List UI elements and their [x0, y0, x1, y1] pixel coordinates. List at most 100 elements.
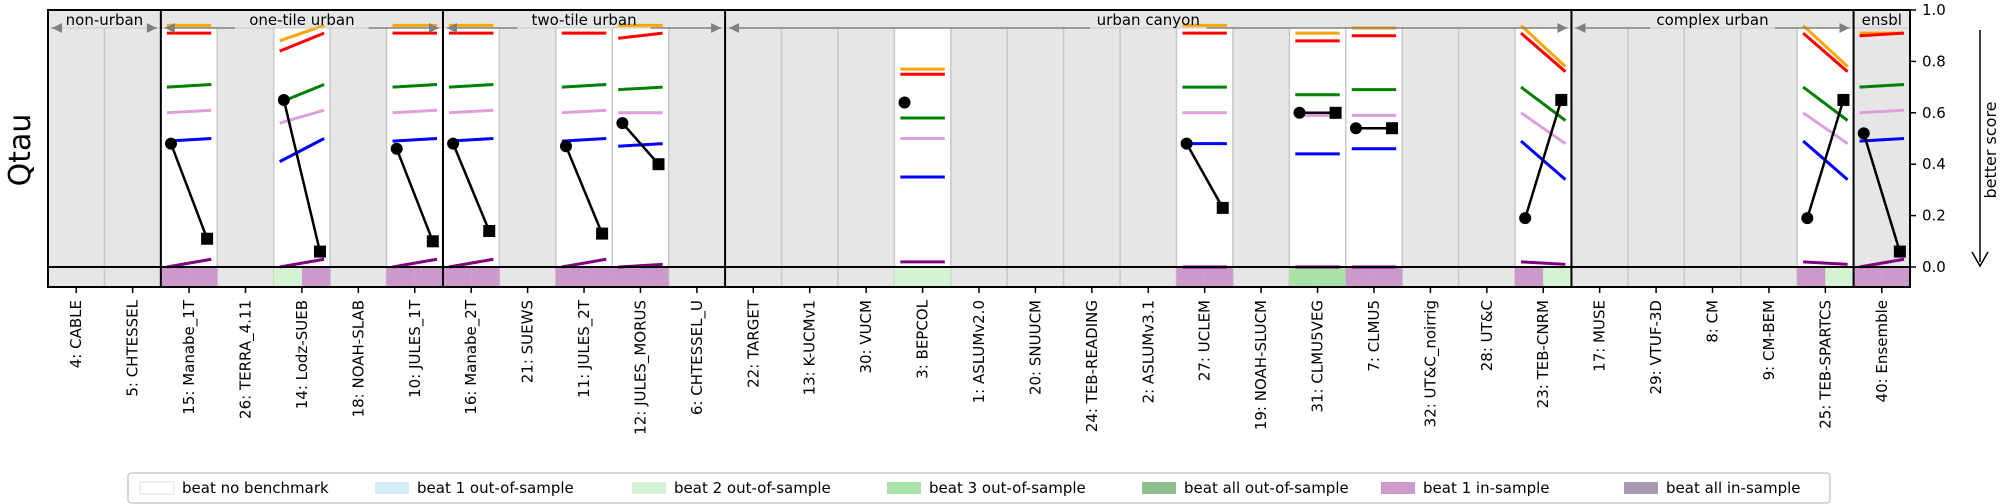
labels: non-urban one-tile urban two-tile urban urb… [3, 1, 2000, 435]
group-arrowhead [146, 23, 157, 33]
x-tick-label: 22: TARGET [744, 299, 762, 388]
better-score-label: better score [1981, 101, 2000, 198]
out-sample-point [426, 235, 439, 248]
benchmark-line-pink [279, 108, 325, 125]
group-label: two-tile urban [531, 11, 636, 29]
benchmark-line-purple [1859, 257, 1905, 269]
data-connector [1862, 132, 1902, 252]
x-tick-label: 17: MUSE [1591, 300, 1609, 372]
bottom-strip [1515, 267, 1544, 287]
in-sample-point [447, 137, 460, 150]
legend-swatch [1142, 482, 1176, 494]
group-label: ensbl [1862, 11, 1902, 29]
legend-label: beat 1 out-of-sample [417, 479, 574, 497]
bottom-strip [189, 267, 218, 287]
legend-swatch [375, 482, 409, 494]
benchmark-line-red [1802, 31, 1849, 73]
x-tick-label: 8: CM [1704, 300, 1722, 343]
y-tick-label: 0.4 [1922, 155, 1946, 173]
bottom-strip [301, 267, 331, 287]
plot-background [48, 10, 1910, 287]
bottom-strip [160, 267, 190, 287]
legend-swatch [887, 482, 921, 494]
data-connector [395, 148, 434, 242]
data-connector [1523, 99, 1563, 219]
bottom-strip [1543, 267, 1572, 287]
x-tick-label: 25: TEB-SPARTCS [1816, 300, 1834, 429]
x-tick-label: 13: K-UCMv1 [801, 300, 819, 395]
plot-area [47, 9, 1911, 288]
x-tick-label: 30: VUCM [857, 300, 875, 374]
x-tick-label: 28: UT&C [1478, 300, 1496, 371]
in-sample-point [165, 137, 178, 150]
y-tick-label: 0.6 [1922, 104, 1946, 122]
in-sample-point [559, 140, 572, 153]
x-tick-label: 24: TEB-READING [1083, 300, 1101, 432]
group-arrowhead [711, 23, 722, 33]
benchmark-line-blue [392, 137, 438, 143]
benchmark-line-red [1520, 31, 1567, 73]
x-tick-label: 40: Ensemble [1873, 300, 1891, 402]
benchmark-line-red [279, 31, 325, 53]
white-column [273, 28, 331, 267]
legend-label: beat 3 out-of-sample [929, 479, 1086, 497]
data-connector [1185, 143, 1224, 209]
group-label: complex urban [1656, 11, 1768, 29]
in-sample-point [1293, 106, 1306, 119]
x-tick-label: 27: UCLEM [1196, 300, 1214, 381]
y-tick-label: 0.0 [1922, 258, 1946, 276]
legend-swatch [1381, 482, 1415, 494]
x-tick-label: 6: CHTESSEL_U [688, 300, 707, 415]
benchmark-line-pink [166, 108, 212, 115]
benchmark-line-red [1859, 31, 1905, 38]
in-sample-point [390, 142, 403, 155]
bottom-strip [894, 267, 923, 287]
in-sample-point [1801, 212, 1814, 225]
x-tick-label: 20: SNUUCM [1026, 300, 1044, 395]
benchmark-line-green [448, 83, 494, 89]
group-arrowhead [52, 23, 62, 33]
legend-box [127, 472, 1831, 504]
x-tick-label: 5: CHTESSEL [124, 299, 142, 396]
y-tick-label: 0.8 [1922, 52, 1946, 70]
benchmark-line-green [561, 83, 607, 89]
bottom-strip [1289, 267, 1318, 287]
bottom-strip [584, 267, 613, 287]
group-label: non-urban [66, 11, 144, 29]
group-arrowhead [1839, 23, 1850, 33]
x-tick-label: 31: CLMU5VEG [1309, 300, 1327, 413]
x-tick-label: 3: BEPCOL [914, 299, 932, 378]
bottom-strip [555, 267, 585, 287]
bottom-strip [1345, 267, 1374, 287]
bottom-strip [442, 267, 472, 287]
data-connector [169, 143, 209, 240]
legend-label: beat no benchmark [182, 479, 329, 497]
benchmark-line-green [1859, 83, 1905, 89]
group-arrowhead [1557, 23, 1568, 33]
benchmark-line-green [392, 83, 438, 89]
group-arrowhead [1575, 23, 1586, 33]
axes [75, 9, 1989, 293]
bottom-strip [1176, 267, 1205, 287]
better-score-arrowhead [1971, 251, 1989, 268]
benchmark-line-pink [1859, 108, 1905, 115]
benchmark-line-purple [1803, 260, 1848, 266]
x-tick-label: 26: TERRA_4.11 [236, 300, 255, 419]
out-sample-point [1386, 122, 1399, 135]
x-tick-label: 23: TEB-CNRM [1534, 300, 1552, 408]
out-sample-point [1216, 201, 1229, 214]
bottom-strip [1881, 267, 1910, 287]
benchmark-line-pink [1520, 111, 1567, 145]
out-sample-point [313, 245, 326, 258]
bottom-strip [1797, 267, 1826, 287]
x-tick-label: 12: JULES_MORUS [631, 300, 650, 435]
x-tick-label: 16: Manabe_2T [462, 299, 481, 415]
benchmark-line-pink [448, 108, 494, 115]
white-column [1289, 28, 1346, 267]
benchmark-line-purple [1520, 260, 1566, 266]
in-sample-point [1857, 127, 1870, 140]
bottom-strip [1825, 267, 1854, 287]
legend-swatch [632, 482, 666, 494]
benchmark-line-pink [561, 108, 607, 115]
legend-swatch [1624, 482, 1658, 494]
